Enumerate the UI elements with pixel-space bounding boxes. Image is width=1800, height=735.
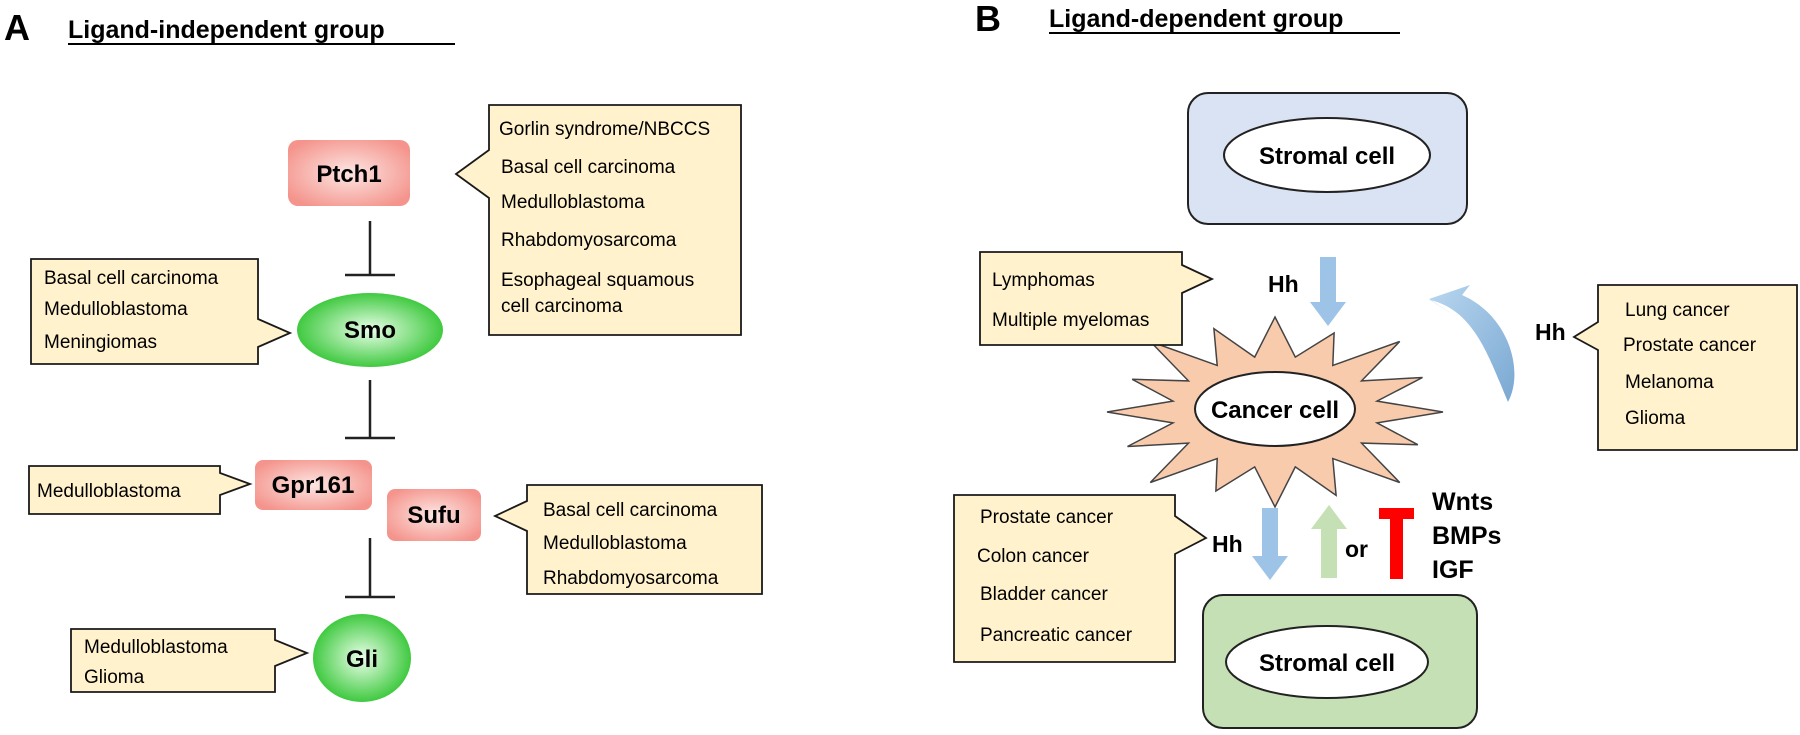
gli-callout-line: Medulloblastoma [84, 637, 228, 658]
ptch1-callout-line: Basal cell carcinoma [501, 157, 676, 178]
smo-callout-line: Basal cell carcinoma [44, 268, 219, 289]
sufu-callout-line: Basal cell carcinoma [543, 500, 718, 521]
autocrine-arrow [1429, 285, 1515, 402]
sufu-callout-line: Rhabdomyosarcoma [543, 568, 719, 589]
gli-node [313, 614, 411, 702]
gli-callout [70, 628, 310, 693]
panel-a: A Ligand-independent group Ptch1 Smo Gpr… [4, 7, 763, 702]
smo-gpr161-inhibitor [345, 380, 395, 440]
gpr161-node [255, 460, 372, 510]
smo-node [297, 293, 443, 367]
autocrine-callout-line: Prostate cancer [1623, 335, 1757, 356]
sufu-label: Sufu [407, 502, 460, 529]
smo-callout-line: Medulloblastoma [44, 299, 188, 320]
smo-callout-line: Meningiomas [44, 332, 157, 353]
stromal-cell-bottom-label: Stromal cell [1259, 650, 1395, 677]
autocrine-hh-label: Hh [1535, 319, 1566, 345]
factor-igf: IGF [1432, 556, 1474, 584]
autocrine-callout-line: Melanoma [1625, 372, 1714, 393]
stroma-support-arrow [1311, 505, 1347, 578]
stromal-cell-top-label: Stromal cell [1259, 143, 1395, 170]
factor-wnts: Wnts [1432, 488, 1493, 516]
panel-b-letter: B [975, 0, 1001, 39]
autocrine-callout [1572, 284, 1798, 451]
ptch1-callout-line: Gorlin syndrome/NBCCS [499, 119, 710, 140]
reverse-callout-line: Colon cancer [977, 546, 1090, 567]
smo-callout [30, 258, 293, 365]
reverse-callout-line: Pancreatic cancer [980, 625, 1133, 646]
sufu-callout-line: Medulloblastoma [543, 533, 687, 554]
gli-label: Gli [346, 646, 378, 673]
or-label: or [1345, 536, 1368, 562]
ptch1-callout-line: Medulloblastoma [501, 192, 645, 213]
ptch1-callout-line: cell carcinoma [501, 296, 623, 317]
reverse-callout [953, 494, 1208, 663]
paracrine-callout [979, 251, 1215, 346]
ptch1-callout-line: Rhabdomyosarcoma [501, 230, 677, 251]
reverse-hh-label: Hh [1212, 531, 1243, 557]
cancer-cell-label: Cancer cell [1211, 397, 1339, 424]
ptch1-callout [454, 104, 742, 336]
reverse-hh-arrow [1252, 508, 1288, 580]
gpr161-callout [28, 465, 253, 515]
sufu-node [387, 489, 481, 541]
factor-bmps: BMPs [1432, 522, 1501, 550]
ptch1-node [288, 140, 410, 206]
reverse-callout-line: Bladder cancer [980, 584, 1108, 605]
ptch1-callout-line: Esophageal squamous [501, 270, 694, 291]
stromal-cell-top-ellipse [1223, 117, 1431, 193]
stromal-cell-bottom-ellipse [1225, 625, 1429, 699]
ptch1-label: Ptch1 [316, 161, 381, 188]
red-inhibitor-symbol [1379, 508, 1414, 579]
paracrine-callout-line: Multiple myelomas [992, 310, 1149, 331]
reverse-callout-line: Prostate cancer [980, 507, 1114, 528]
smo-label: Smo [344, 317, 396, 344]
paracrine-callout-line: Lymphomas [992, 270, 1095, 291]
autocrine-callout-line: Glioma [1625, 408, 1686, 429]
panel-a-title: Ligand-independent group [68, 16, 385, 44]
sufu-gli-inhibitor [345, 538, 395, 599]
paracrine-hh-label: Hh [1268, 271, 1299, 297]
gli-callout-line: Glioma [84, 667, 145, 688]
ptch1-smo-inhibitor [345, 221, 395, 277]
panel-b-title: Ligand-dependent group [1049, 5, 1343, 33]
paracrine-hh-arrow [1310, 257, 1346, 326]
panel-b: B Ligand-dependent group Stromal cell Hh… [953, 0, 1798, 729]
sufu-callout [492, 484, 763, 595]
gpr161-callout-line: Medulloblastoma [37, 481, 181, 502]
panel-a-letter: A [4, 7, 30, 48]
autocrine-callout-line: Lung cancer [1625, 300, 1730, 321]
cancer-cell-ellipse [1194, 371, 1356, 447]
gpr161-label: Gpr161 [272, 472, 355, 499]
